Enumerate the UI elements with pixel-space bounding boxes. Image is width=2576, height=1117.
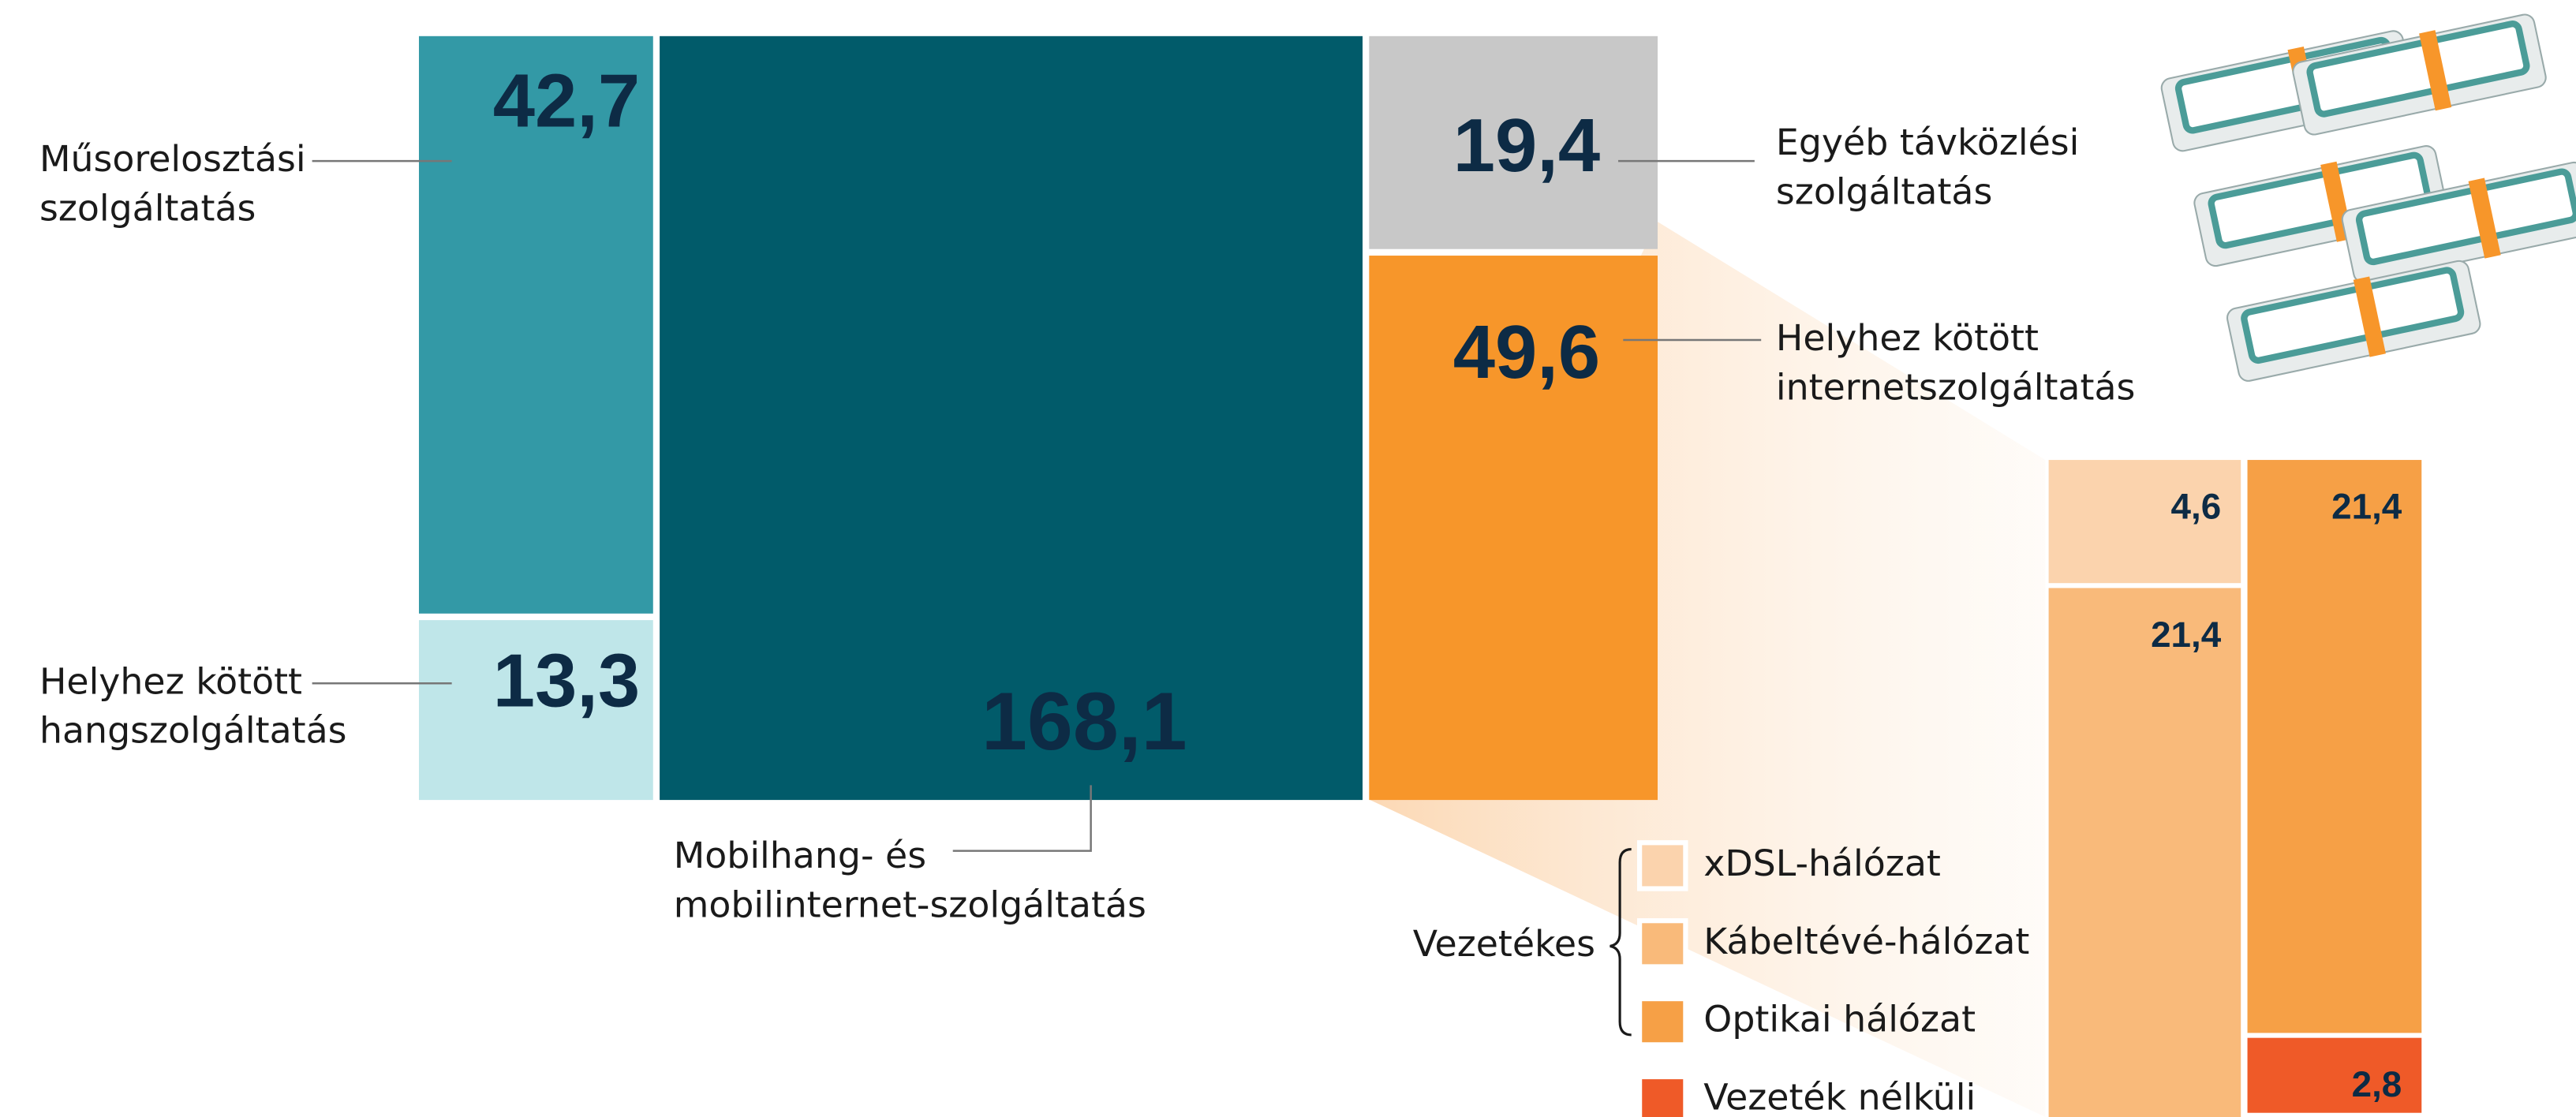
category-label: Egyéb távközlési szolgáltatás (1776, 121, 2079, 212)
value-label: 2,8 (2352, 1064, 2402, 1104)
value-label: 21,4 (2331, 487, 2402, 527)
label-line: Mobilhang- és (674, 833, 926, 876)
legend-swatch (1639, 1077, 1685, 1117)
value-label: 168,1 (981, 676, 1187, 768)
legend-label: xDSL-hálózat (1703, 842, 1941, 884)
label-line: internetszolgáltatás (1776, 365, 2135, 408)
legend-swatch (1639, 842, 1685, 888)
category-label: Mobilhang- és mobilinternet-szolgáltatás (674, 833, 1146, 925)
value-label: 13,3 (493, 639, 640, 723)
label-line: mobilinternet-szolgáltatás (674, 883, 1146, 925)
label-line: Helyhez kötött (39, 659, 302, 702)
category-label: Helyhez kötött hangszolgáltatás (39, 659, 347, 751)
chart: 42,7 Műsorelosztási szolgáltatás 13,3 Helyhe… (0, 0, 2576, 1117)
value-label: 42,7 (493, 59, 640, 144)
value-label: 49,6 (1453, 310, 1600, 394)
label-line: Helyhez kötött (1776, 316, 2039, 359)
value-label: 21,4 (2151, 615, 2222, 655)
label-line: Egyéb távközlési (1776, 121, 2079, 163)
label-line: szolgáltatás (39, 186, 256, 229)
value-label: 19,4 (1453, 103, 1600, 188)
stacked-segment (2049, 588, 2241, 1117)
label-line: szolgáltatás (1776, 170, 1992, 212)
legend-group-label: Vezetékes (1413, 922, 1595, 965)
legend-label: Kábeltévé-hálózat (1703, 920, 2029, 962)
value-label: 4,6 (2171, 487, 2222, 527)
label-line: hangszolgáltatás (39, 708, 347, 751)
legend-label: Optikai hálózat (1703, 998, 1976, 1040)
stacked-segment (2248, 460, 2422, 1033)
page: 42,7 Műsorelosztási szolgáltatás 13,3 Helyhe… (0, 0, 2576, 1117)
money-illustration (2159, 9, 2576, 384)
label-line: Műsorelosztási (39, 137, 306, 180)
category-label: Műsorelosztási szolgáltatás (39, 137, 306, 229)
legend-label: Vezeték nélküli (1703, 1076, 1976, 1117)
legend-swatch (1639, 921, 1685, 966)
legend-swatch (1639, 999, 1685, 1044)
